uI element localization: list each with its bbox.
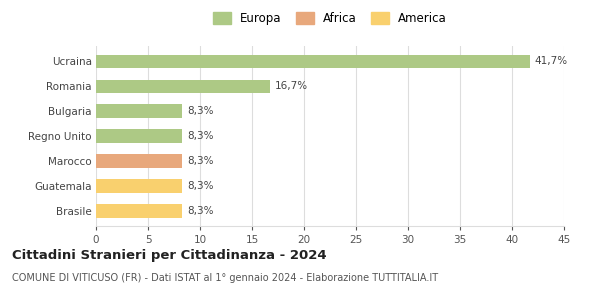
Text: 8,3%: 8,3% bbox=[188, 206, 214, 216]
Text: 8,3%: 8,3% bbox=[188, 106, 214, 116]
Text: 8,3%: 8,3% bbox=[188, 181, 214, 191]
Bar bbox=[96, 179, 182, 193]
Bar bbox=[96, 204, 182, 218]
Legend: Europa, Africa, America: Europa, Africa, America bbox=[209, 9, 451, 29]
Text: 41,7%: 41,7% bbox=[535, 57, 568, 66]
Bar bbox=[96, 154, 182, 168]
Text: 8,3%: 8,3% bbox=[188, 131, 214, 141]
Bar bbox=[96, 104, 182, 118]
Text: COMUNE DI VITICUSO (FR) - Dati ISTAT al 1° gennaio 2024 - Elaborazione TUTTITALI: COMUNE DI VITICUSO (FR) - Dati ISTAT al … bbox=[12, 273, 438, 282]
Text: 16,7%: 16,7% bbox=[275, 81, 308, 91]
Text: 8,3%: 8,3% bbox=[188, 156, 214, 166]
Text: Cittadini Stranieri per Cittadinanza - 2024: Cittadini Stranieri per Cittadinanza - 2… bbox=[12, 249, 326, 262]
Bar bbox=[96, 79, 269, 93]
Bar bbox=[96, 129, 182, 143]
Bar bbox=[96, 55, 530, 68]
